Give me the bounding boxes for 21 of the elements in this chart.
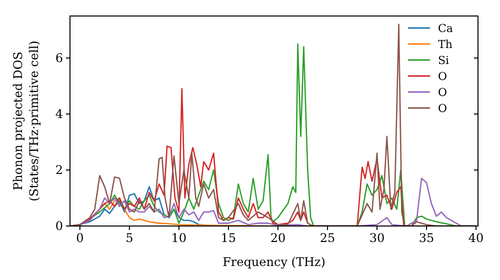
x-tick-label: 25 bbox=[320, 231, 336, 245]
x-tick-label: 40 bbox=[468, 231, 484, 245]
legend-label: Th bbox=[438, 38, 452, 51]
legend-label: Si bbox=[438, 54, 450, 67]
x-tick-label: 15 bbox=[220, 231, 236, 245]
legend-label: Ca bbox=[438, 22, 454, 35]
x-tick-label: 5 bbox=[126, 231, 134, 245]
y-tick-label: 2 bbox=[55, 163, 63, 177]
x-axis-title: Frequency (THz) bbox=[222, 255, 326, 269]
legend-label: O bbox=[438, 86, 448, 99]
y-tick-label: 4 bbox=[55, 107, 64, 121]
x-tick-label: 0 bbox=[76, 231, 84, 245]
x-tick-label: 20 bbox=[270, 231, 286, 245]
y-axis-title: Phonon projected DOS (States/THz·primitive cell) bbox=[11, 40, 41, 202]
legend-label: O bbox=[438, 102, 448, 115]
y-tick-label: 0 bbox=[55, 219, 63, 233]
x-tick-label: 35 bbox=[418, 231, 434, 245]
x-tick-label: 10 bbox=[171, 231, 187, 245]
legend-label: O bbox=[438, 70, 448, 83]
y-tick-label: 6 bbox=[55, 51, 63, 65]
x-tick-label: 30 bbox=[369, 231, 385, 245]
